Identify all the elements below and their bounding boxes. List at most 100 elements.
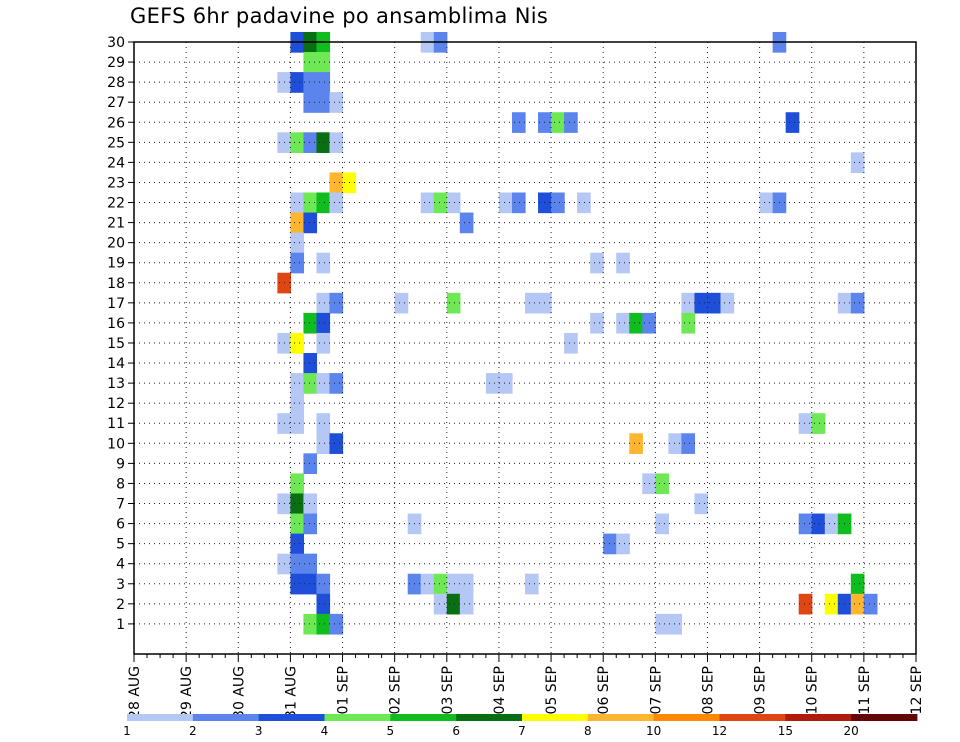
heatmap-cell xyxy=(329,92,344,113)
heatmap-cell xyxy=(316,192,331,214)
heatmap-cell xyxy=(303,553,318,575)
heatmap-cell xyxy=(759,192,774,214)
heatmap-cell xyxy=(303,613,318,635)
heatmap-cell xyxy=(329,613,344,635)
heatmap-cell xyxy=(785,112,800,133)
colorbar-label: 4 xyxy=(321,724,329,738)
colorbar-swatch xyxy=(653,714,720,721)
heatmap-cell xyxy=(577,192,591,214)
heatmap-cell xyxy=(303,453,318,475)
colorbar-label: 20 xyxy=(844,724,859,738)
y-tick-label: 4 xyxy=(116,557,125,573)
heatmap-cell xyxy=(290,212,305,234)
heatmap-cell xyxy=(329,292,344,314)
heatmap-cell xyxy=(420,573,435,595)
heatmap-cell xyxy=(316,613,331,635)
heatmap-cell xyxy=(290,553,305,575)
heatmap-cell xyxy=(446,593,461,615)
heatmap-cell xyxy=(525,573,539,595)
x-tick-label: 05 SEP xyxy=(544,666,560,714)
colorbar-label: 7 xyxy=(518,724,526,738)
x-tick-label: 02 SEP xyxy=(388,666,404,714)
colorbar-label: 10 xyxy=(646,724,661,738)
y-tick-label: 21 xyxy=(107,216,125,232)
heatmap-cell xyxy=(850,573,865,595)
heatmap-cell xyxy=(290,132,305,153)
heatmap-cell xyxy=(616,312,630,334)
colorbar-label: 1 xyxy=(123,724,131,738)
y-tick-label: 12 xyxy=(107,396,125,412)
heatmap-cell xyxy=(303,573,318,595)
y-tick-label: 19 xyxy=(107,256,125,272)
heatmap-cell xyxy=(668,613,682,635)
y-tick-label: 28 xyxy=(107,75,125,91)
y-tick-label: 10 xyxy=(107,436,125,452)
heatmap-cell xyxy=(590,312,604,334)
heatmap-cell xyxy=(303,312,318,334)
y-tick-label: 23 xyxy=(107,175,125,191)
heatmap-cell xyxy=(329,132,344,153)
x-tick-label: 07 SEP xyxy=(648,666,664,714)
x-tick-label: 11 SEP xyxy=(857,666,873,714)
heatmap-cell xyxy=(629,312,643,334)
y-tick-label: 30 xyxy=(107,35,125,51)
heatmap-cell xyxy=(798,513,813,535)
heatmap-cell xyxy=(303,212,318,234)
heatmap-cell xyxy=(316,252,331,274)
heatmap-cell xyxy=(590,252,604,274)
heatmap-cell xyxy=(446,573,461,595)
heatmap-cell xyxy=(433,593,448,615)
heatmap-cell xyxy=(316,573,331,595)
heatmap-cell xyxy=(511,112,526,133)
heatmap-cell xyxy=(720,292,735,314)
colorbar-swatch xyxy=(587,714,655,721)
colorbar-swatch xyxy=(127,714,194,721)
heatmap-cell xyxy=(303,513,318,535)
colorbar-label: 2 xyxy=(189,724,197,738)
y-tick-label: 16 xyxy=(107,316,125,332)
heatmap-cell xyxy=(290,373,305,394)
y-tick-label: 5 xyxy=(116,537,125,553)
heatmap-cell xyxy=(303,373,318,394)
colorbar-swatch xyxy=(324,714,391,721)
y-tick-label: 14 xyxy=(107,356,125,372)
heatmap-cell xyxy=(498,192,513,214)
colorbar-label: 5 xyxy=(387,724,395,738)
x-axis-ticks: 28 AUG 29 AUG 30 AUG 31 AUG 01 SEP 02 SEP 03 S… xyxy=(127,654,925,719)
heatmap-cell xyxy=(290,232,305,254)
colorbar: 1 2 3 4 5 6 7 8 10 12 15 20 xyxy=(123,714,918,738)
heatmap-cell xyxy=(694,493,709,515)
heatmap-cell xyxy=(329,433,344,454)
colorbar-swatch xyxy=(719,714,786,721)
heatmap-cell xyxy=(824,513,839,535)
x-tick-label: 06 SEP xyxy=(596,666,612,714)
heatmap-cell xyxy=(863,593,878,615)
heatmap-cell xyxy=(655,613,669,635)
heatmap-cell xyxy=(316,312,331,334)
colorbar-swatch xyxy=(851,714,918,721)
heatmap-cell xyxy=(290,473,305,495)
heatmap-cell xyxy=(564,332,578,354)
y-tick-label: 27 xyxy=(107,95,125,111)
heatmap-cell xyxy=(303,72,318,93)
heatmap-cell xyxy=(303,192,318,214)
heatmap-cell xyxy=(316,72,331,93)
heatmap-cell xyxy=(290,192,305,214)
x-tick-label: 28 AUG xyxy=(127,666,143,719)
heatmap-cell xyxy=(551,112,565,133)
heatmap-cell xyxy=(316,433,331,454)
colorbar-swatch xyxy=(785,714,852,721)
y-tick-label: 7 xyxy=(116,497,125,513)
y-axis-ticks: 1234567891011121314151617181920212223242… xyxy=(107,35,134,633)
colorbar-label: 6 xyxy=(452,724,460,738)
heatmap-cell xyxy=(459,212,474,234)
x-tick-label: 31 AUG xyxy=(283,666,299,719)
x-tick-label: 04 SEP xyxy=(492,666,508,714)
heatmap-cell xyxy=(446,292,461,314)
heatmap-cell xyxy=(329,192,344,214)
heatmap-cell xyxy=(433,192,448,214)
heatmap-cell xyxy=(316,593,331,615)
heatmap-cell xyxy=(290,493,305,515)
y-tick-label: 29 xyxy=(107,55,125,71)
heatmap-cell xyxy=(420,192,435,214)
